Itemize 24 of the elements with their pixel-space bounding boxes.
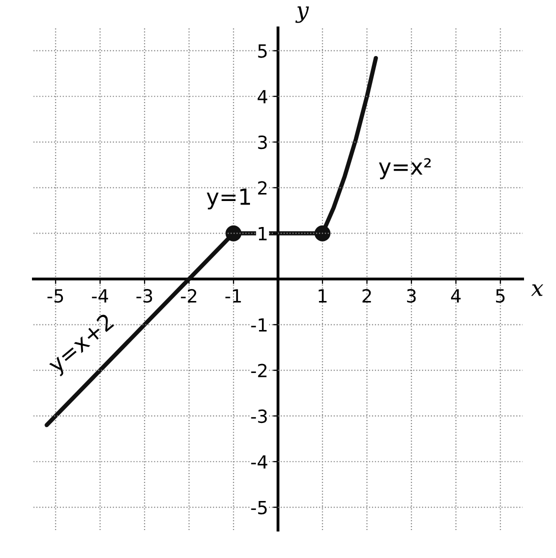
y-tick-label: -4 — [251, 455, 268, 468]
x-tick-label: 2 — [362, 289, 371, 302]
y-tick-label: -3 — [251, 409, 267, 424]
y-tick-label: 5 — [258, 44, 267, 58]
y-tick-label: 4 — [258, 90, 268, 104]
annotation: y=1 — [206, 188, 250, 210]
x-tick-label: 5 — [496, 289, 505, 303]
x-tick-label: -4 — [92, 289, 108, 302]
x-axis-title: x — [531, 284, 544, 296]
x-tick-label: -1 — [225, 289, 241, 302]
x-tick-label: -2 — [180, 289, 196, 302]
y-tick-label: -5 — [251, 500, 267, 514]
y-axis-title: y — [295, 6, 309, 23]
x-tick-label: -3 — [136, 289, 152, 303]
y-tick-label: 1 — [258, 227, 267, 240]
x-tick-label: -5 — [47, 289, 64, 303]
x-tick-label: 3 — [407, 289, 416, 303]
x-tick-label: 1 — [318, 289, 327, 302]
y-tick-label: -1 — [251, 318, 267, 332]
x-tick-label: 4 — [451, 289, 461, 302]
annotation: y=x² — [378, 158, 431, 180]
y-tick-label: 2 — [258, 181, 266, 195]
y-tick-label: 3 — [258, 135, 267, 150]
y-tick-label: -2 — [251, 364, 266, 378]
